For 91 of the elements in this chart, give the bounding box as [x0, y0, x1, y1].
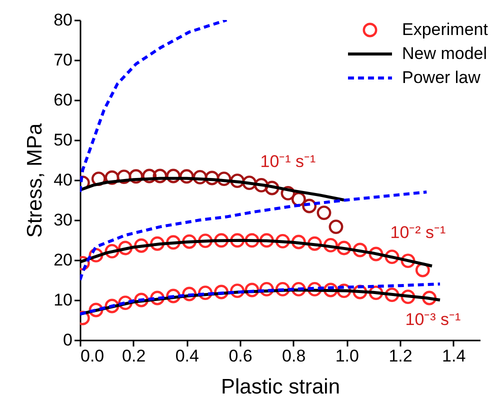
point [88, 302, 104, 318]
point [336, 240, 352, 256]
point [104, 298, 120, 314]
point [104, 244, 120, 258]
x-tick-label: 0.6 [228, 346, 252, 366]
y-tick-label: 80 [54, 10, 72, 30]
legend-label: New model [402, 44, 488, 63]
point [216, 172, 232, 186]
point [134, 238, 149, 253]
point [182, 234, 197, 249]
point [307, 282, 322, 296]
x-tick-label: 0.4 [175, 346, 199, 366]
point [128, 169, 144, 184]
point [242, 176, 257, 190]
point [259, 282, 274, 296]
x-tick-label: 0.0 [80, 346, 104, 366]
point [118, 240, 133, 256]
legend-label: Power law [402, 68, 482, 87]
y-axis-title: Stress, MPa [24, 123, 47, 238]
point [316, 206, 332, 220]
point [150, 290, 165, 306]
point [352, 284, 368, 300]
point [352, 242, 368, 258]
point [400, 254, 416, 268]
point [323, 238, 338, 252]
point [291, 234, 306, 250]
x-axis-title: Plastic strain [220, 376, 340, 398]
y-tick-label: 20 [54, 250, 72, 270]
point [384, 250, 400, 264]
point [307, 236, 322, 251]
annotation: 10⁻¹ s⁻¹ [260, 152, 316, 171]
point [204, 170, 220, 186]
y-tick-label: 0 [63, 330, 72, 350]
point [152, 168, 168, 184]
point [179, 169, 194, 184]
point [368, 246, 384, 262]
point [244, 233, 260, 248]
point [400, 290, 416, 304]
line-series [80, 20, 228, 194]
point [254, 178, 269, 192]
point [91, 172, 106, 186]
point [230, 284, 245, 298]
point [166, 288, 181, 304]
point [422, 290, 437, 306]
point [230, 174, 245, 188]
point [291, 192, 306, 206]
point [230, 233, 245, 248]
point [198, 234, 213, 248]
point [88, 248, 104, 262]
y-tick-label: 40 [54, 170, 72, 190]
x-tick-label: 1.4 [442, 346, 466, 366]
y-tick-label: 70 [54, 50, 72, 70]
legend-label: Experiment [402, 20, 488, 39]
point [302, 198, 317, 214]
x-tick-label: 0.2 [122, 346, 146, 366]
point [214, 233, 229, 248]
y-tick-label: 10 [54, 290, 72, 310]
point [368, 286, 384, 300]
point [336, 284, 352, 298]
point [198, 286, 213, 300]
point [275, 234, 290, 248]
point [328, 220, 344, 234]
point [415, 262, 430, 278]
y-tick-label: 60 [54, 90, 72, 110]
point [166, 235, 181, 250]
x-tick-label: 0.8 [282, 346, 306, 366]
x-tick-label: 1.2 [388, 346, 412, 366]
point [134, 292, 149, 308]
point [214, 284, 229, 300]
y-tick-label: 50 [54, 130, 72, 150]
point [192, 170, 208, 184]
point [384, 288, 400, 302]
point [116, 170, 132, 184]
point [104, 170, 120, 185]
point [142, 168, 157, 184]
point [166, 168, 181, 184]
x-tick-label: 1.0 [335, 346, 359, 366]
point [259, 233, 274, 248]
point [150, 236, 165, 251]
point [275, 282, 290, 296]
point [182, 286, 197, 302]
point [244, 282, 260, 298]
point [323, 282, 338, 298]
annotation: 10⁻³ s⁻¹ [405, 310, 462, 329]
point [118, 296, 133, 310]
y-tick-label: 30 [54, 210, 72, 230]
point [291, 282, 306, 296]
annotation: 10⁻² s⁻¹ [390, 223, 446, 242]
point [264, 180, 280, 196]
line-series [80, 176, 346, 202]
point [280, 186, 296, 200]
